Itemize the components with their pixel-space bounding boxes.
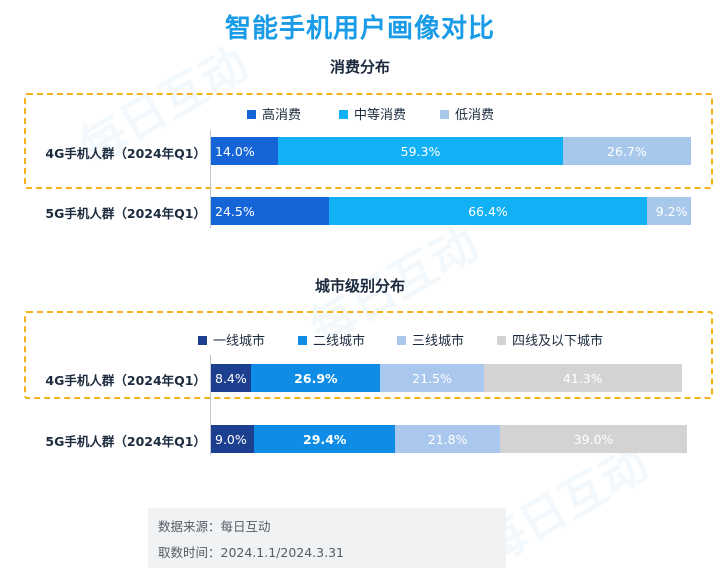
category-axis-city-level — [210, 355, 211, 455]
bar-segment: 14.0% — [211, 137, 279, 165]
bar-segment: 9.2% — [647, 197, 692, 225]
bar-segment: 21.5% — [380, 364, 484, 392]
category-label: 4G手机人群（2024年Q1） — [45, 373, 206, 388]
category-label: 5G手机人群（2024年Q1） — [45, 206, 206, 221]
bar-segment: 29.4% — [254, 425, 396, 453]
bar-segment: 26.7% — [562, 137, 691, 165]
legend-swatch — [247, 110, 256, 119]
bar-segment: 8.4% — [211, 364, 252, 392]
stacked-bar: 9.0% 29.4% 21.8% 39.0% — [211, 425, 691, 453]
legend-consumption: 高消费 中等消费 低消费 — [0, 104, 720, 123]
legend-label: 一线城市 — [213, 334, 266, 349]
bar-segment: 59.3% — [278, 137, 563, 165]
legend-item: 二线城市 — [298, 330, 365, 349]
legend-label: 三线城市 — [412, 334, 465, 349]
data-label: 26.7% — [607, 143, 647, 159]
data-label: 29.4% — [303, 431, 347, 447]
legend-item: 高消费 — [247, 104, 301, 123]
bar-segment: 24.5% — [211, 197, 329, 225]
legend-swatch — [298, 336, 307, 345]
legend-city-level: 一线城市 二线城市 三线城市 四线及以下城市 — [0, 330, 720, 349]
bar-segment: 41.3% — [483, 364, 682, 392]
category-axis-consumption — [210, 130, 211, 228]
data-label: 26.9% — [294, 370, 338, 386]
bar-segment: 9.0% — [211, 425, 255, 453]
legend-label: 二线城市 — [313, 334, 366, 349]
data-period-text: 取数时间：2024.1.1/2024.3.31 — [158, 545, 344, 560]
data-source-text: 数据来源：每日互动 — [158, 519, 271, 534]
legend-item: 低消费 — [440, 104, 494, 123]
highlight-box-consumption — [24, 93, 713, 189]
data-label: 21.8% — [427, 431, 468, 447]
legend-swatch — [497, 336, 506, 345]
chart-main-title: 智能手机用户画像对比 — [224, 14, 495, 44]
data-label: 9.2% — [655, 203, 688, 219]
legend-label: 低消费 — [455, 108, 495, 123]
source-box: 数据来源：每日互动 取数时间：2024.1.1/2024.3.31 — [148, 508, 506, 568]
data-label: 14.0% — [215, 143, 255, 159]
data-label: 39.0% — [573, 431, 614, 447]
bar-segment: 26.9% — [251, 364, 381, 392]
highlight-box-city-level — [24, 311, 713, 399]
legend-swatch — [339, 110, 348, 119]
category-label: 5G手机人群（2024年Q1） — [45, 434, 206, 449]
bar-segment: 21.8% — [395, 425, 500, 453]
data-label: 59.3% — [400, 143, 441, 159]
legend-swatch — [440, 110, 449, 119]
legend-label: 中等消费 — [354, 108, 407, 123]
legend-item: 三线城市 — [397, 330, 464, 349]
data-label: 66.4% — [468, 203, 508, 219]
legend-swatch — [397, 336, 406, 345]
category-label: 4G手机人群（2024年Q1） — [45, 146, 206, 161]
data-label: 8.4% — [215, 370, 247, 386]
legend-item: 一线城市 — [198, 330, 265, 349]
legend-item: 中等消费 — [339, 104, 406, 123]
legend-label: 四线及以下城市 — [512, 334, 604, 349]
data-label: 9.0% — [215, 431, 247, 447]
section-title-consumption: 消费分布 — [329, 58, 390, 76]
stacked-bar: 8.4% 26.9% 21.5% 41.3% — [211, 364, 691, 392]
legend-item: 四线及以下城市 — [497, 330, 603, 349]
legend-swatch — [198, 336, 207, 345]
legend-label: 高消费 — [262, 108, 302, 123]
section-title-city-level: 城市级别分布 — [314, 277, 405, 295]
stacked-bar: 14.0% 59.3% 26.7% — [211, 137, 691, 165]
bar-segment: 66.4% — [328, 197, 648, 225]
stacked-bar: 24.5% 66.4% 9.2% — [211, 197, 692, 225]
data-label: 41.3% — [562, 370, 603, 386]
data-label: 21.5% — [412, 370, 452, 386]
bar-segment: 39.0% — [499, 425, 688, 453]
data-label: 24.5% — [215, 203, 255, 219]
